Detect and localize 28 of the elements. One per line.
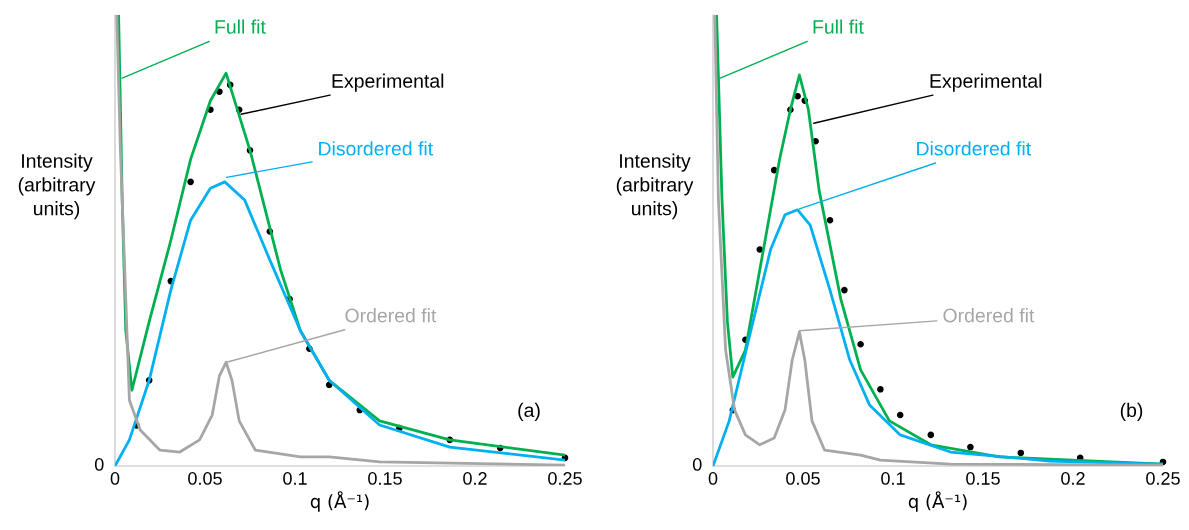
text: 0 [692,458,702,471]
x-tick-label: 0.05 [786,472,820,485]
text: Disordered fit [917,141,1031,156]
text: Full fit [813,19,864,34]
x-tick-label: 0 [708,472,718,485]
text: Full fit [215,19,266,34]
x-tick-label: 0.1 [881,472,905,485]
annotation: (b) [1120,402,1143,421]
x-tick-label: 0.25 [548,472,582,485]
y-axis-title: Intensity (arbitrary units) [18,153,96,220]
text: Experimental [930,73,1042,92]
x-axis-title: q (Å⁻¹) [310,491,369,512]
x-tick-label: 0.2 [463,472,487,485]
x-tick-label: 0 [110,472,120,485]
x-tick-label: 0.15 [966,472,1000,485]
annotation: (a) [518,402,540,421]
x-tick-label: 0.2 [1061,472,1085,485]
x-tick-label: 0.05 [188,472,222,485]
x-tick-label: 0.15 [368,472,402,485]
text: Ordered fit [345,308,437,323]
x-tick-label: 0.1 [283,472,307,485]
text: 0 [94,458,104,471]
y-axis-title: Intensity (arbitrary units) [616,153,694,220]
text: Experimental [332,73,444,92]
x-axis-title: q (Å⁻¹) [908,491,967,512]
text: Ordered fit [943,308,1035,323]
text: Disordered fit [319,141,433,156]
x-tick-label: 0.25 [1146,472,1180,485]
